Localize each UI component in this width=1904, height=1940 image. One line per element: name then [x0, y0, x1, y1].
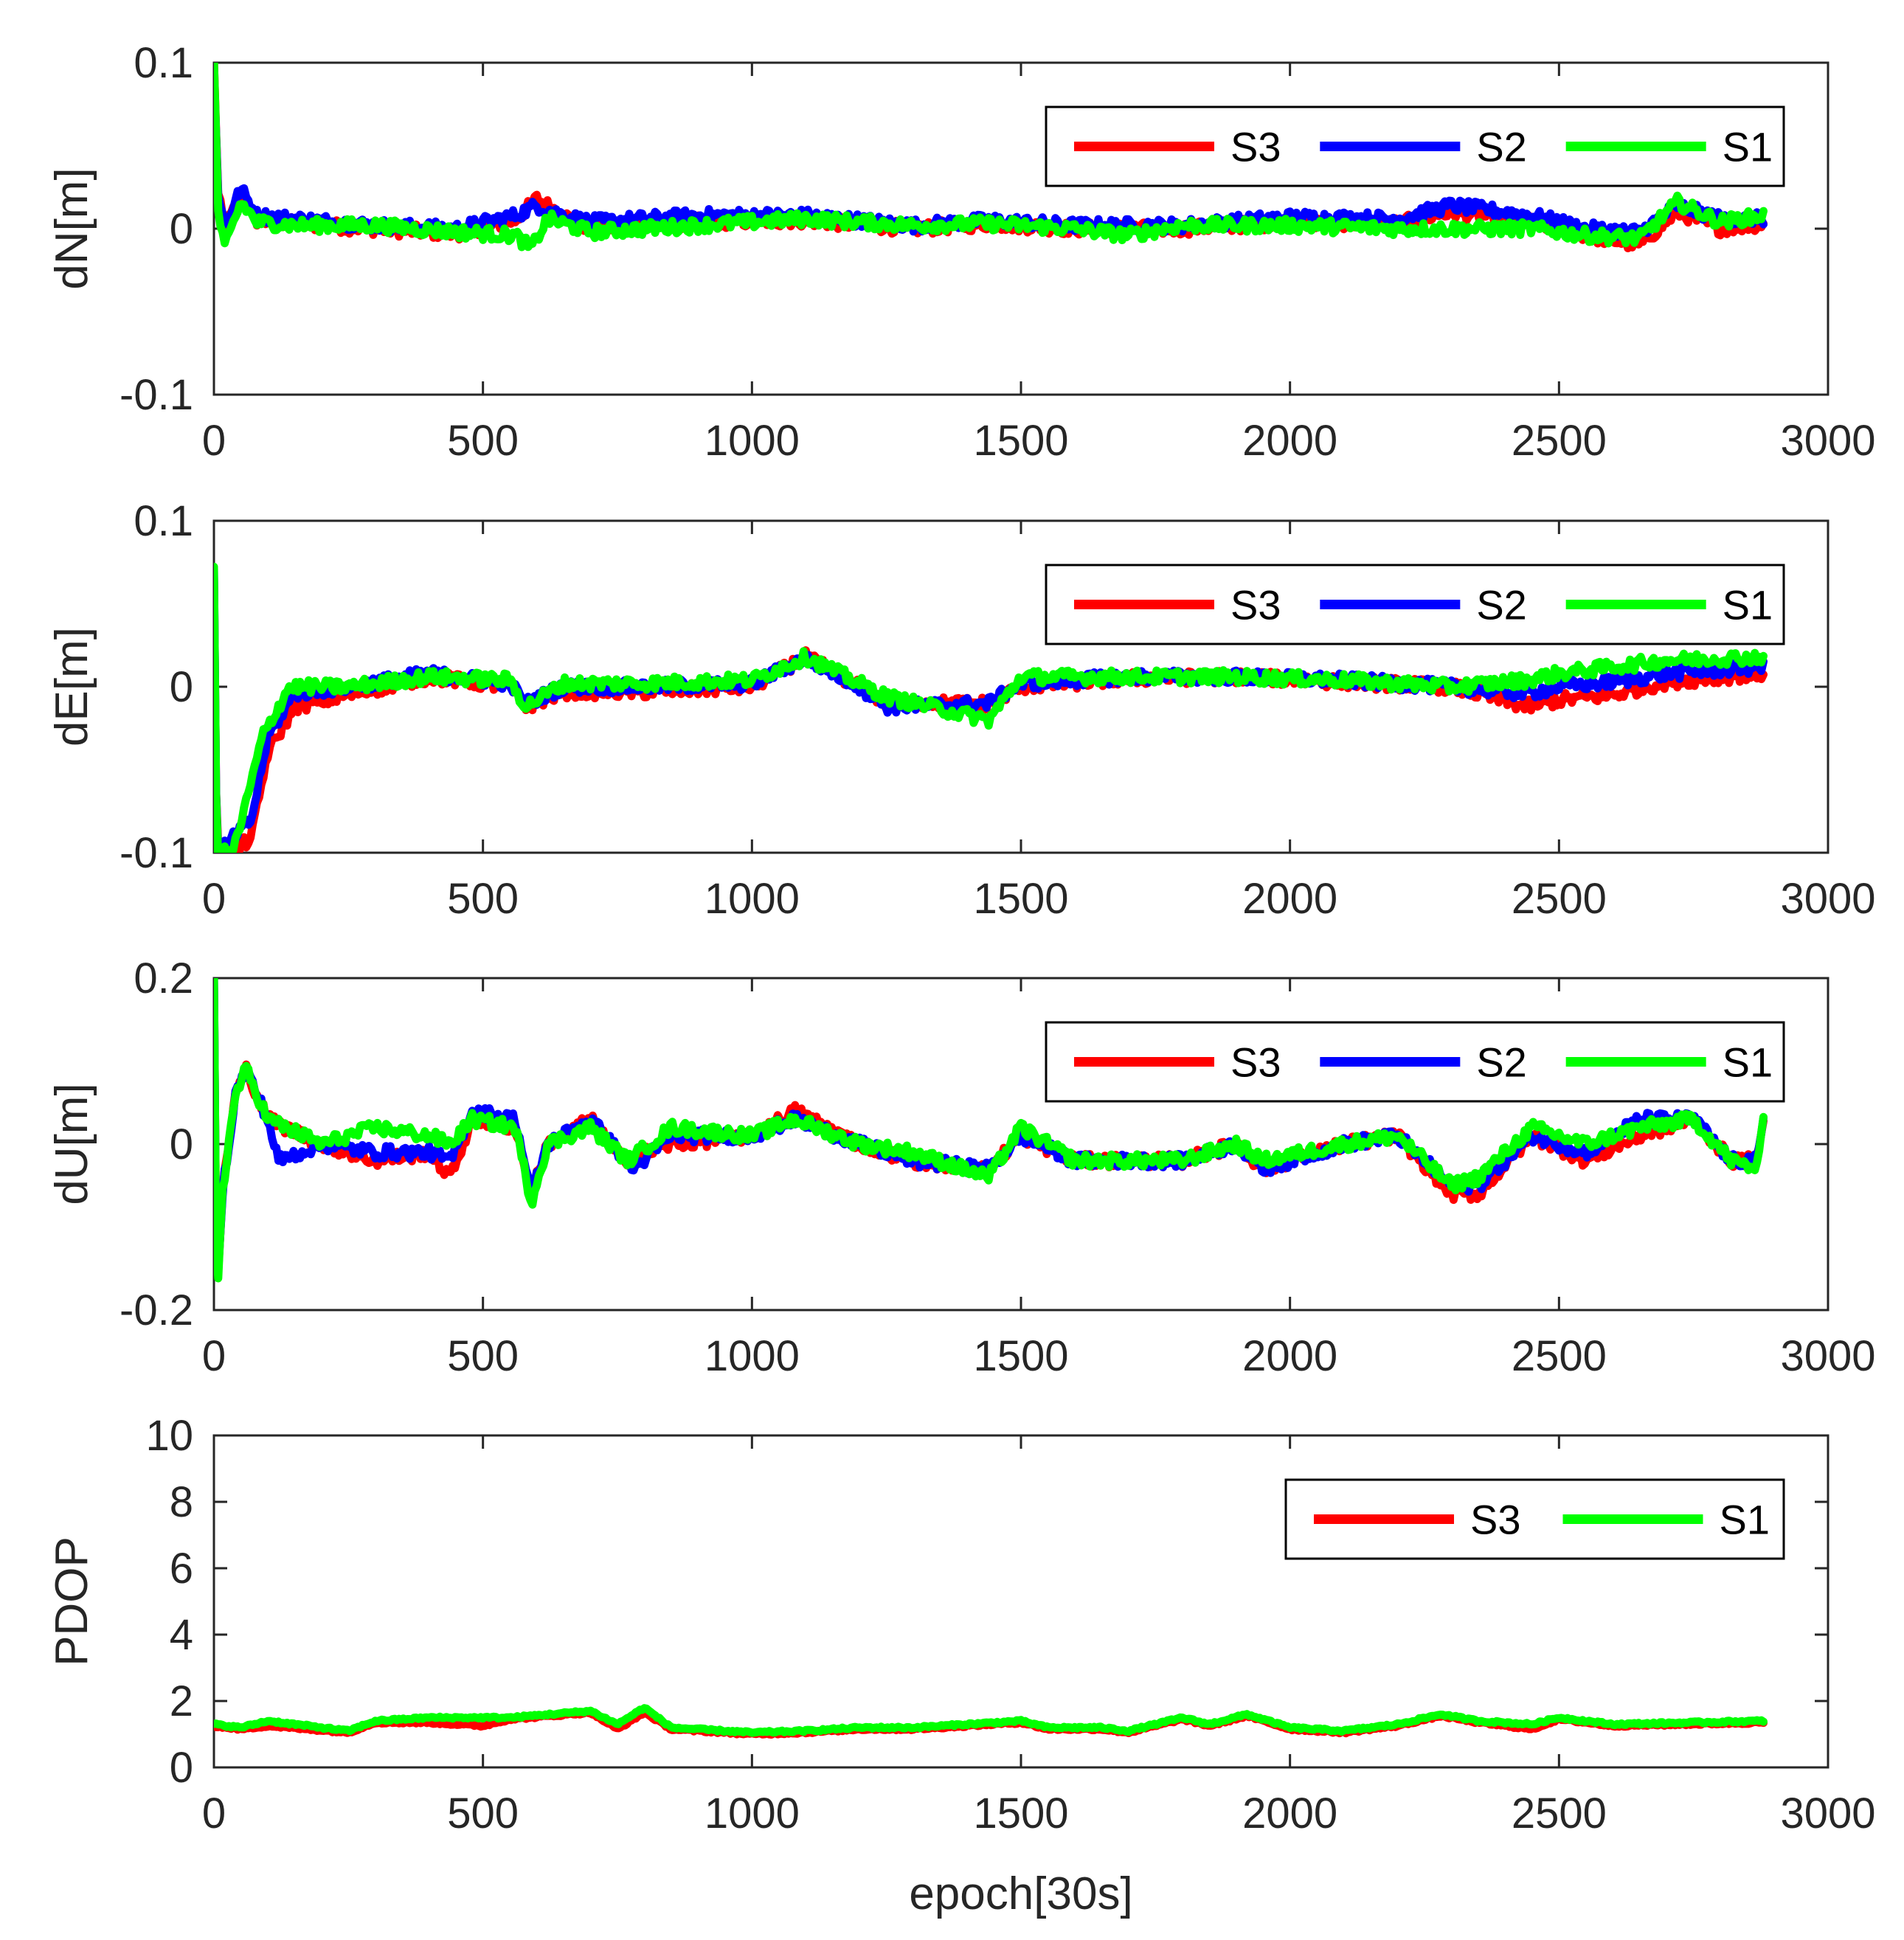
x-tick-label: 1500: [973, 1790, 1068, 1837]
x-tick-label: 2000: [1242, 875, 1337, 923]
x-tick-label: 2500: [1512, 1332, 1607, 1380]
x-tick-label: 2500: [1512, 875, 1607, 923]
series-line-s1: [214, 978, 1768, 1283]
y-tick-label: 6: [170, 1545, 193, 1593]
x-tick-label: 500: [447, 1790, 519, 1837]
series-group: [214, 1704, 1768, 1739]
y-axis-title: PDOP: [46, 1537, 97, 1666]
panel-dem: 0 500 1000 1500 2000 2500 3000-0.100.1dE[m]S3 S…: [46, 497, 1876, 923]
x-tick-label: 500: [447, 417, 519, 465]
x-tick-label: 500: [447, 875, 519, 923]
y-axis-title: dN[m]: [46, 167, 97, 289]
x-tick-label: 2500: [1512, 417, 1607, 465]
panels: 0 500 1000 1500 2000 2500 3000-0.100.1dN[m]S3 S…: [46, 39, 1876, 1837]
legend-label-s3: S3: [1230, 1039, 1281, 1086]
y-tick-label: 0.2: [134, 955, 193, 1002]
legend-label-s2: S2: [1476, 124, 1527, 170]
legend-label-s2: S2: [1476, 1039, 1527, 1086]
panel-pdop: 0 500 1000 1500 2000 2500 3000 0 2 4 6 8 10 PDOP S3 S1: [46, 1412, 1876, 1837]
legend: S3 S1: [1284, 1478, 1785, 1560]
x-tick-label: 2000: [1242, 417, 1337, 465]
series-line-s1: [214, 562, 1768, 853]
x-tick-label: 2500: [1512, 1790, 1607, 1837]
x-tick-label: 1500: [973, 875, 1068, 923]
y-tick-label: 0.1: [134, 497, 193, 545]
series-line-s1: [214, 1704, 1768, 1737]
y-tick-label: -0.2: [120, 1286, 193, 1334]
series-group: [214, 978, 1768, 1283]
y-tick-label: 8: [170, 1478, 193, 1526]
x-tick-label: 1000: [705, 1332, 800, 1380]
legend-label-s1: S1: [1723, 124, 1773, 170]
series-line-s1: [214, 63, 1768, 252]
x-tick-label: 1500: [973, 1332, 1068, 1380]
y-tick-label: 0: [170, 205, 193, 253]
x-tick-label: 1000: [705, 875, 800, 923]
legend: S3 S2 S1: [1045, 564, 1785, 645]
x-tick-label: 0: [202, 1332, 226, 1380]
x-tick-label: 3000: [1780, 875, 1875, 923]
legend: S3 S2 S1: [1045, 105, 1785, 187]
y-axis-title: dE[m]: [46, 627, 97, 746]
x-axis-title: epoch[30s]: [909, 1868, 1132, 1919]
y-tick-label: 0: [170, 1120, 193, 1168]
x-tick-label: 3000: [1780, 1332, 1875, 1380]
x-tick-label: 3000: [1780, 1790, 1875, 1837]
legend-label-s1: S1: [1720, 1497, 1770, 1543]
x-tick-label: 3000: [1780, 417, 1875, 465]
legend-label-s3: S3: [1230, 124, 1281, 170]
legend-label-s2: S2: [1476, 582, 1527, 628]
panel-dnm: 0 500 1000 1500 2000 2500 3000-0.100.1dN[m]S3 S…: [46, 39, 1876, 465]
y-tick-label: 10: [145, 1412, 193, 1460]
panel-dum: 0 500 1000 1500 2000 2500 3000-0.200.2dU[m]S3 S…: [46, 955, 1876, 1380]
x-tick-label: 0: [202, 875, 226, 923]
legend: S3 S2 S1: [1045, 1021, 1785, 1103]
legend-label-s1: S1: [1723, 582, 1773, 628]
y-tick-label: -0.1: [120, 371, 193, 419]
legend-label-s1: S1: [1723, 1039, 1773, 1086]
x-tick-label: 0: [202, 1790, 226, 1837]
y-tick-label: 0: [170, 663, 193, 711]
x-tick-label: 0: [202, 417, 226, 465]
x-tick-label: 500: [447, 1332, 519, 1380]
y-axis-title: dU[m]: [46, 1083, 97, 1205]
x-tick-label: 2000: [1242, 1332, 1337, 1380]
x-tick-label: 1500: [973, 417, 1068, 465]
x-tick-label: 1000: [705, 417, 800, 465]
series-group: [214, 63, 1768, 252]
x-tick-label: 1000: [705, 1790, 800, 1837]
x-tick-label: 2000: [1242, 1790, 1337, 1837]
y-tick-label: 0: [170, 1744, 193, 1792]
legend-label-s3: S3: [1470, 1497, 1521, 1543]
y-tick-label: 4: [170, 1611, 193, 1659]
y-tick-label: -0.1: [120, 829, 193, 877]
y-tick-label: 2: [170, 1677, 193, 1725]
legend-label-s3: S3: [1230, 582, 1281, 628]
y-tick-label: 0.1: [134, 39, 193, 87]
series-group: [214, 562, 1768, 853]
